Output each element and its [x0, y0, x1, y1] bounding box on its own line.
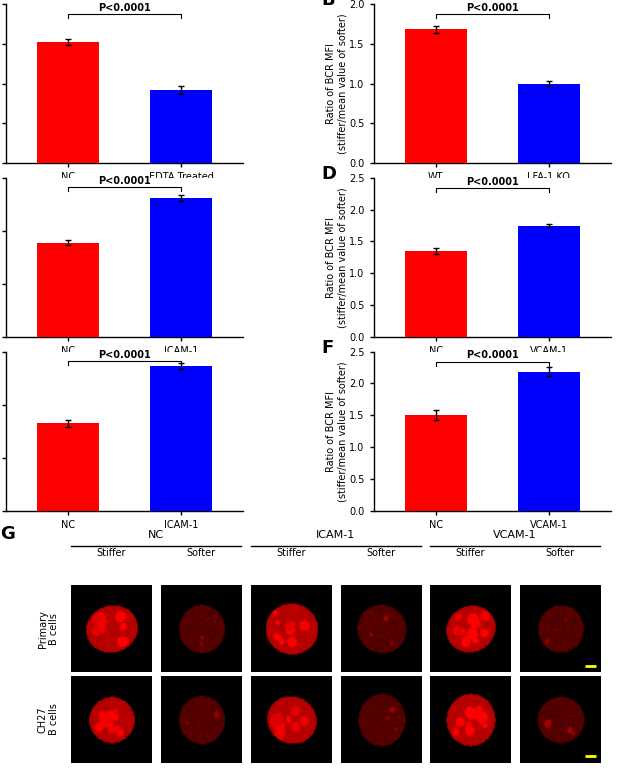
Bar	[405, 29, 467, 163]
Bar	[150, 198, 212, 337]
Text: Stiffer: Stiffer	[276, 548, 305, 558]
X-axis label: Primary B Cells: Primary B Cells	[455, 187, 529, 197]
Text: NC: NC	[148, 530, 164, 540]
Y-axis label: Ratio of BCR MFI
(stiffer/mean value of softer): Ratio of BCR MFI (stiffer/mean value of …	[326, 13, 348, 154]
Text: Softer: Softer	[366, 548, 395, 558]
Y-axis label: Ratio of BCR MFI
(stiffer/mean value of softer): Ratio of BCR MFI (stiffer/mean value of …	[326, 187, 348, 328]
Y-axis label: Ratio of BCR MFI
(stiffer/mean value of softer): Ratio of BCR MFI (stiffer/mean value of …	[326, 361, 348, 502]
Bar	[37, 243, 99, 337]
Text: F: F	[321, 338, 334, 357]
Bar	[37, 423, 99, 511]
Text: P<0.0001: P<0.0001	[98, 3, 151, 13]
Bar	[518, 83, 580, 163]
Text: P<0.0001: P<0.0001	[98, 176, 151, 186]
Text: Softer: Softer	[186, 548, 216, 558]
Bar	[150, 366, 212, 511]
Bar	[37, 42, 99, 163]
Text: Stiffer: Stiffer	[97, 548, 126, 558]
Bar	[405, 251, 467, 337]
Text: P<0.0001: P<0.0001	[98, 350, 151, 360]
Bar	[518, 372, 580, 511]
Text: D: D	[321, 165, 336, 183]
Text: Softer: Softer	[545, 548, 574, 558]
Text: ICAM-1: ICAM-1	[316, 530, 355, 540]
Bar	[405, 416, 467, 511]
Text: CH27
B cells: CH27 B cells	[38, 703, 59, 736]
Text: B: B	[321, 0, 335, 9]
Bar	[150, 90, 212, 163]
Text: P<0.0001: P<0.0001	[466, 177, 519, 187]
Text: P<0.0001: P<0.0001	[466, 351, 519, 361]
Text: P<0.0001: P<0.0001	[466, 3, 519, 13]
Text: Stiffer: Stiffer	[455, 548, 485, 558]
X-axis label: CH27 B Cells: CH27 B Cells	[93, 187, 156, 197]
Text: G: G	[0, 525, 15, 544]
Bar	[518, 226, 580, 337]
Text: VCAM-1: VCAM-1	[493, 530, 537, 540]
Text: Primary
B cells: Primary B cells	[38, 610, 59, 648]
